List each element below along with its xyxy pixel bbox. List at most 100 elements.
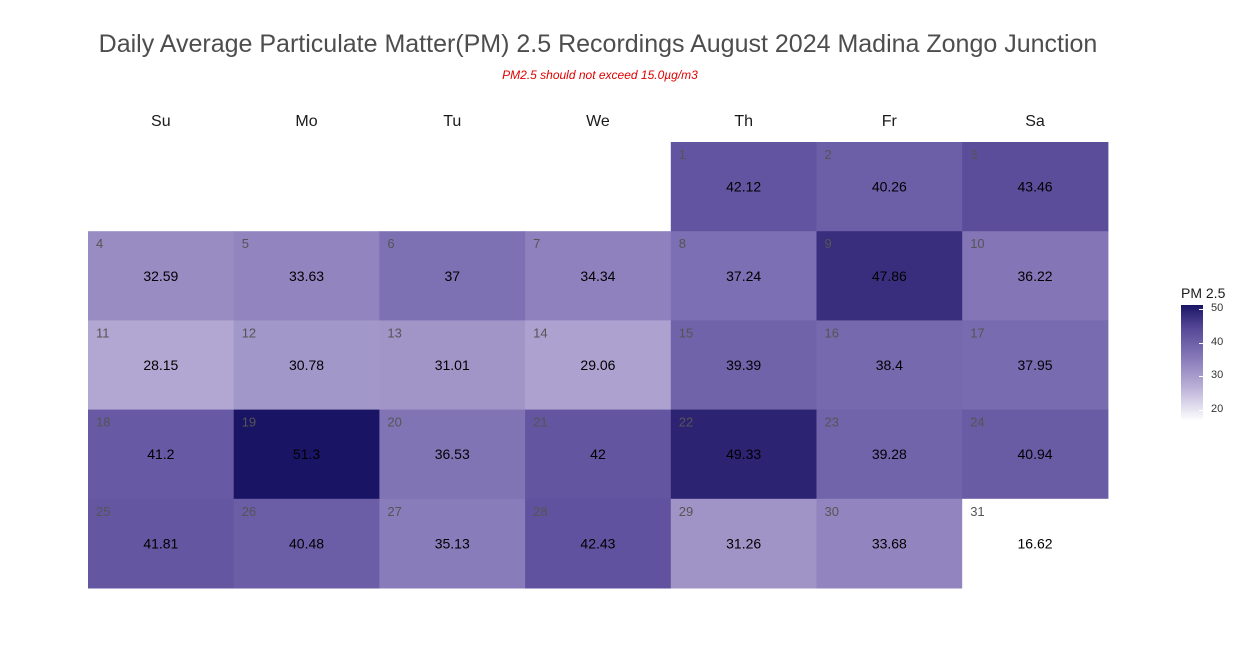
value-label: 39.39 (726, 357, 761, 373)
value-label: 16.62 (1018, 535, 1053, 551)
day-number-label: 8 (679, 236, 686, 251)
day-number-label: 26 (242, 504, 256, 519)
day-cell (670, 231, 817, 321)
value-label: 40.26 (872, 179, 907, 195)
day-number-label: 19 (242, 415, 256, 430)
day-cell (816, 142, 963, 232)
day-number-label: 31 (970, 504, 984, 519)
day-number-label: 15 (679, 325, 693, 340)
day-cell (233, 320, 380, 411)
day-cell (233, 231, 380, 321)
day-number-label: 1 (679, 147, 686, 162)
value-label: 42.43 (580, 535, 615, 551)
value-label: 37 (444, 268, 460, 284)
day-cell (525, 498, 672, 589)
weekday-label: We (586, 113, 610, 130)
value-label: 36.22 (1018, 268, 1053, 284)
day-cell (670, 409, 817, 500)
value-label: 41.81 (143, 535, 178, 551)
day-number-label: 24 (970, 415, 984, 430)
day-number-label: 11 (96, 325, 110, 340)
value-label: 41.2 (147, 446, 174, 462)
day-number-label: 21 (533, 415, 547, 430)
value-label: 42 (590, 446, 606, 462)
day-number-label: 2 (825, 147, 832, 162)
day-cell (962, 320, 1109, 411)
day-cell (379, 498, 526, 589)
chart-subtitle: PM2.5 should not exceed 15.0µg/m3 (502, 68, 698, 82)
value-label: 35.13 (435, 535, 470, 551)
day-number-label: 16 (825, 325, 839, 340)
legend-color-bar (1181, 305, 1203, 421)
value-label: 42.12 (726, 179, 761, 195)
day-number-label: 12 (242, 325, 256, 340)
weekday-label: Mo (295, 113, 317, 130)
day-number-label: 10 (970, 236, 984, 251)
value-label: 34.34 (580, 268, 615, 284)
legend-tick-mark (1199, 309, 1203, 311)
weekday-label: Fr (882, 113, 898, 130)
chart-title: Daily Average Particulate Matter(PM) 2.5… (98, 30, 1098, 58)
value-label: 28.15 (143, 357, 178, 373)
day-cell (525, 320, 672, 411)
day-cell (525, 409, 672, 500)
day-number-label: 23 (825, 415, 839, 430)
day-cell (379, 320, 526, 411)
day-number-label: 3 (970, 147, 977, 162)
day-cell (233, 498, 380, 589)
value-label: 31.01 (435, 357, 470, 373)
value-label: 29.06 (580, 357, 615, 373)
day-number-label: 6 (387, 236, 394, 251)
weekday-label: Sa (1025, 113, 1045, 130)
value-label: 31.26 (726, 535, 761, 551)
day-cell (233, 409, 380, 500)
day-number-label: 30 (825, 504, 839, 519)
day-cell (88, 409, 235, 500)
day-cell (816, 409, 963, 500)
value-label: 33.68 (872, 535, 907, 551)
day-cell (962, 498, 1109, 589)
day-number-label: 28 (533, 504, 547, 519)
day-cell (816, 498, 963, 589)
day-cell (962, 409, 1109, 500)
legend-tick-label: 30 (1211, 369, 1224, 382)
day-cell (88, 320, 235, 411)
value-label: 47.86 (872, 268, 907, 284)
day-cell (962, 231, 1109, 321)
day-cell (670, 320, 817, 411)
day-cell (379, 409, 526, 500)
value-label: 51.3 (293, 446, 320, 462)
day-number-label: 25 (96, 504, 110, 519)
day-number-label: 27 (387, 504, 401, 519)
weekday-label: Su (151, 113, 171, 130)
day-number-label: 5 (242, 236, 249, 251)
value-label: 33.63 (289, 268, 324, 284)
legend-tick-mark (1199, 409, 1203, 411)
day-number-label: 7 (533, 236, 540, 251)
value-label: 38.4 (876, 357, 903, 373)
value-label: 30.78 (289, 357, 324, 373)
legend-title: PM 2.5 (1181, 285, 1226, 301)
weekday-label: Tu (443, 113, 461, 130)
day-number-label: 20 (387, 415, 401, 430)
day-cell (962, 142, 1109, 232)
day-number-label: 22 (679, 415, 693, 430)
legend-tick-label: 50 (1211, 302, 1224, 315)
day-number-label: 14 (533, 325, 547, 340)
value-label: 37.24 (726, 268, 761, 284)
day-cell (816, 231, 963, 321)
day-cell (88, 498, 235, 589)
day-number-label: 29 (679, 504, 693, 519)
day-cell (670, 142, 817, 232)
day-number-label: 4 (96, 236, 103, 251)
legend-tick-label: 40 (1211, 335, 1224, 348)
value-label: 40.94 (1018, 446, 1053, 462)
day-cell (379, 231, 526, 321)
day-cell (525, 231, 672, 321)
value-label: 39.28 (872, 446, 907, 462)
day-number-label: 13 (387, 325, 401, 340)
value-label: 49.33 (726, 446, 761, 462)
legend-tick-mark (1199, 376, 1203, 378)
value-label: 37.95 (1018, 357, 1053, 373)
